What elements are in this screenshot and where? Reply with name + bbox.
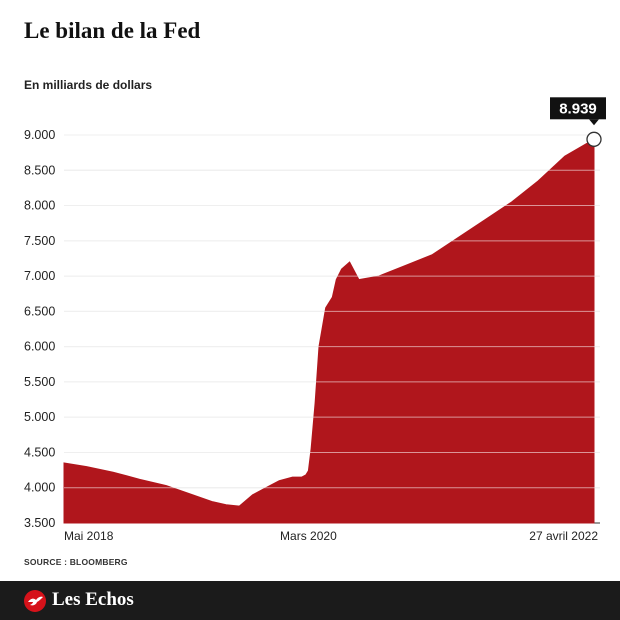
chart-title: Le bilan de la Fed bbox=[24, 18, 201, 43]
y-tick-label-2: 8.000 bbox=[24, 199, 55, 213]
area-fill bbox=[63, 138, 595, 524]
y-tick-labels: 9.000 8.500 8.000 7.500 7.000 6.500 6.000 5.500… bbox=[24, 128, 55, 530]
y-tick-label-11: 3.500 bbox=[24, 516, 55, 530]
annotation-box bbox=[550, 97, 606, 120]
last-value-marker bbox=[586, 131, 602, 147]
y-axis-label: En milliards de dollars bbox=[24, 78, 153, 92]
y-tick-label-1: 8.500 bbox=[24, 163, 55, 177]
x-tick-label-0: Mai 2018 bbox=[64, 529, 114, 543]
x-tick-label-1: Mars 2020 bbox=[280, 529, 337, 543]
source-note: SOURCE : BLOOMBERG bbox=[24, 557, 128, 567]
les-echos-bird-icon bbox=[24, 590, 46, 612]
y-tick-label-4: 7.000 bbox=[24, 269, 55, 283]
y-tick-label-10: 4.000 bbox=[24, 481, 55, 495]
area-series bbox=[63, 134, 600, 524]
brand-footer: Les Echos bbox=[0, 581, 620, 620]
x-tick-label-2: 27 avril 2022 bbox=[529, 529, 598, 543]
last-value-annotation: 8.939 bbox=[550, 97, 606, 147]
y-tick-label-0: 9.000 bbox=[24, 128, 55, 142]
annotation-label: 8.939 bbox=[559, 100, 597, 117]
y-tick-label-7: 5.500 bbox=[24, 375, 55, 389]
fed-balance-chart: 9.000 8.500 8.000 7.500 7.000 6.500 6.000 5.500… bbox=[24, 97, 606, 543]
y-tick-label-8: 5.000 bbox=[24, 410, 55, 424]
brand-name: Les Echos bbox=[52, 589, 134, 610]
y-tick-label-9: 4.500 bbox=[24, 445, 55, 459]
annotation-pointer bbox=[589, 119, 599, 126]
y-tick-label-6: 6.000 bbox=[24, 340, 55, 354]
y-tick-label-5: 6.500 bbox=[24, 304, 55, 318]
x-tick-labels: Mai 2018 Mars 2020 27 avril 2022 bbox=[64, 529, 598, 543]
y-tick-label-3: 7.500 bbox=[24, 234, 55, 248]
